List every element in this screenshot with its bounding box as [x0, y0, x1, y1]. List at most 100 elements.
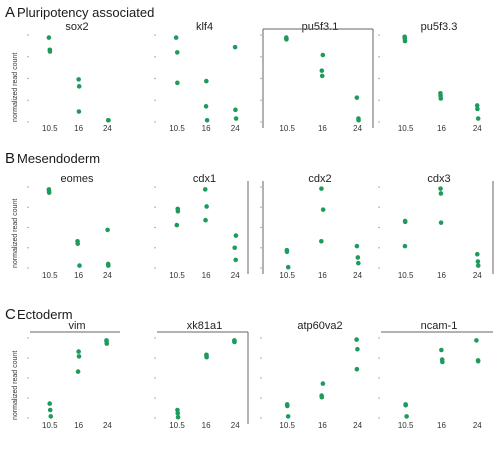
data-point [204, 117, 210, 123]
data-point [174, 50, 180, 55]
data-point [47, 49, 53, 54]
data-point [233, 257, 238, 263]
x-tick-label: 24 [353, 124, 362, 133]
data-point [75, 241, 81, 246]
x-tick-label: 24 [353, 421, 362, 430]
data-point [320, 52, 326, 58]
section-c-letter: C [5, 306, 16, 323]
panel-pu5f3.1: pu5f3.1 10.5 16 24 [260, 21, 374, 133]
y-tick-mark [378, 267, 380, 269]
data-point [203, 217, 208, 223]
panel-title: xk81a1 [187, 320, 222, 332]
y-tick-mark [154, 186, 156, 188]
y-tick-mark [260, 121, 262, 123]
panel-pu5f3.3: pu5f3.3 10.5 16 24 [378, 21, 482, 133]
x-tick-label: 24 [473, 271, 482, 280]
x-tick-label: 24 [473, 124, 482, 133]
data-point [47, 407, 53, 413]
x-tick-label: 16 [318, 124, 327, 133]
y-tick-mark [260, 206, 262, 208]
data-point [203, 104, 209, 109]
data-point [285, 264, 291, 270]
y-tick-mark [378, 56, 380, 58]
x-tick-label: 10.5 [169, 124, 185, 133]
y-tick-mark [378, 226, 380, 229]
data-point [46, 190, 52, 195]
data-point [285, 414, 291, 419]
y-tick-mark [378, 99, 380, 101]
data-point [320, 381, 326, 386]
data-point [475, 263, 481, 268]
y-tick-mark [154, 226, 156, 229]
data-point [76, 109, 82, 114]
data-point [174, 222, 180, 228]
data-point [319, 68, 325, 73]
data-point [354, 366, 360, 372]
data-point [402, 243, 408, 249]
data-point [76, 84, 82, 89]
data-point [284, 249, 290, 255]
ylabel-row-c: normalized read count [12, 351, 19, 420]
x-tick-label: 16 [437, 124, 446, 133]
data-point [105, 227, 110, 233]
data-point [232, 245, 238, 251]
panel-atp60va2: atp60va2 10.5 16 24 [260, 320, 363, 430]
data-point [106, 263, 111, 268]
data-point [474, 251, 480, 257]
section-b-letter: B [5, 150, 15, 167]
data-point [402, 38, 408, 44]
data-point [474, 338, 479, 343]
data-point [319, 73, 325, 79]
y-tick-mark [260, 397, 262, 399]
x-tick-label: 10.5 [42, 124, 58, 133]
y-tick-mark [260, 267, 262, 269]
data-point [48, 414, 54, 419]
y-tick-mark [260, 77, 262, 80]
section-a-title: Pluripotency associated [17, 5, 154, 20]
data-point [77, 263, 82, 268]
data-point [76, 77, 81, 82]
panel-title: cdx2 [308, 173, 331, 185]
y-tick-mark [154, 77, 156, 80]
data-point [403, 402, 408, 408]
data-point [175, 410, 181, 416]
x-tick-label: 24 [231, 124, 240, 133]
y-tick-mark [260, 34, 262, 36]
y-tick-mark [260, 377, 262, 379]
y-tick-mark [154, 56, 156, 58]
data-point [354, 337, 359, 342]
data-point [319, 238, 324, 244]
data-point [233, 107, 238, 113]
y-tick-mark [378, 121, 380, 123]
x-tick-label: 10.5 [279, 271, 295, 280]
data-point [354, 95, 360, 100]
y-tick-mark [260, 247, 262, 249]
y-tick-mark [27, 247, 29, 249]
y-tick-mark [27, 337, 29, 339]
panel-title: cdx3 [427, 173, 450, 185]
data-point [202, 187, 208, 192]
data-point [354, 243, 360, 249]
y-tick-mark [27, 226, 29, 229]
data-point [320, 207, 326, 212]
data-point [356, 117, 361, 123]
y-tick-mark [27, 121, 29, 123]
data-point [175, 414, 181, 420]
x-tick-label: 10.5 [398, 271, 414, 280]
y-tick-mark [154, 337, 156, 339]
y-tick-mark [27, 267, 29, 269]
data-point [175, 80, 180, 86]
data-point [438, 96, 444, 101]
x-tick-label: 10.5 [279, 124, 295, 133]
x-tick-label: 16 [74, 421, 83, 430]
data-point [233, 116, 239, 121]
y-tick-mark [27, 206, 29, 208]
data-point [439, 347, 444, 353]
x-tick-label: 10.5 [398, 124, 414, 133]
data-point [204, 354, 209, 360]
y-tick-mark [260, 357, 262, 359]
data-point [175, 209, 181, 214]
y-tick-mark [154, 99, 156, 101]
